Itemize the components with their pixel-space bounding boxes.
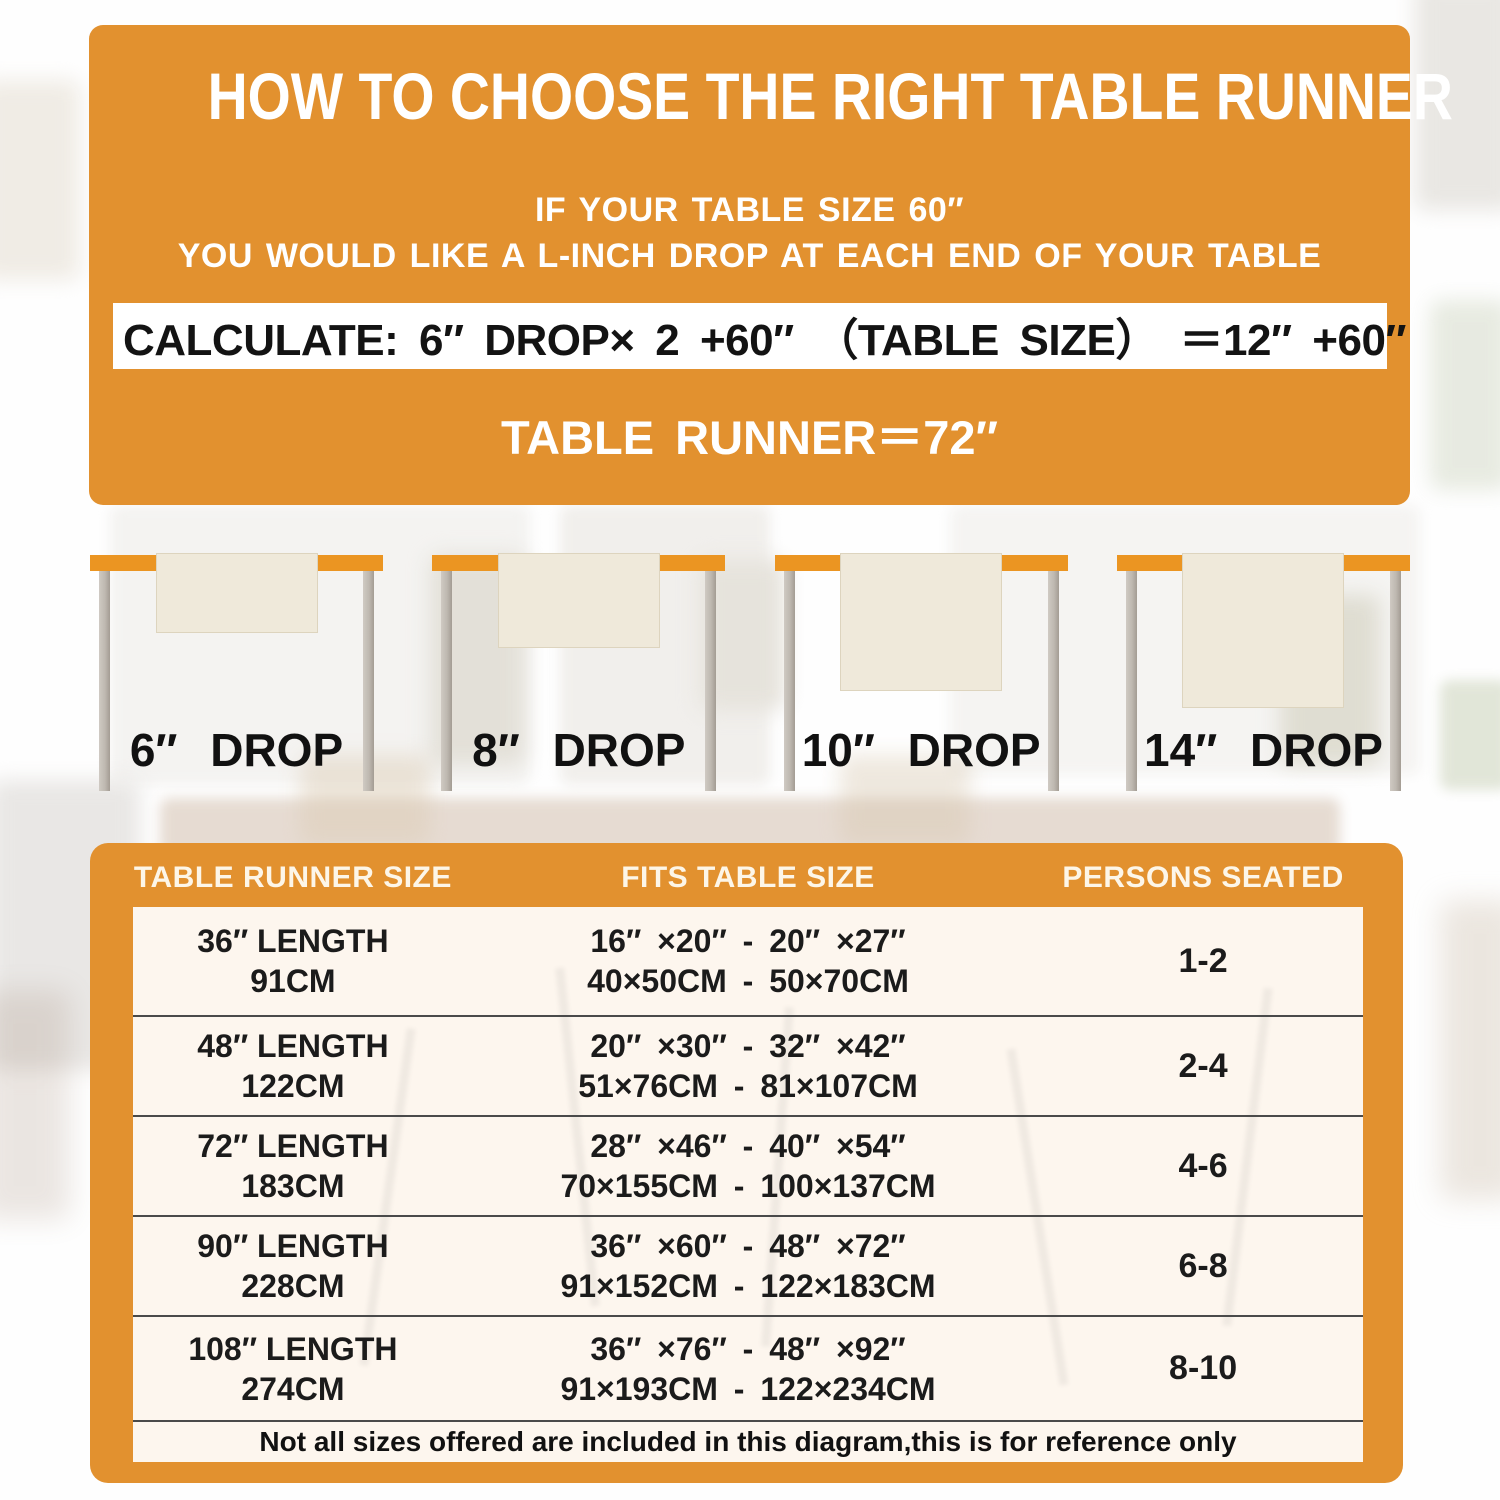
- runner-length-cm: 228CM: [241, 1268, 345, 1304]
- runner-length-inch: 48″ LENGTH: [197, 1028, 389, 1064]
- calculation-result: TABLE RUNNER＝72″: [500, 411, 999, 464]
- table-leg: [783, 571, 795, 791]
- subtitle-line-2: YOU WOULD LIKE A L-INCH DROP AT EACH END…: [177, 237, 1322, 275]
- page-title: HOW TO CHOOSE THE RIGHT TABLE RUNNER: [89, 61, 1453, 131]
- background-blob: [0, 80, 80, 280]
- table-diagram-6in: 6″ DROP: [90, 551, 383, 796]
- subtitle-line-1: IF YOUR TABLE SIZE 60″: [534, 191, 965, 229]
- page-title-text: HOW TO CHOOSE THE RIGHT TABLE RUNNER: [207, 59, 1453, 133]
- table-leg: [705, 571, 717, 791]
- calculation-formula: CALCULATE: 6″ DROP× 2 +60″ （TABLE SIZE） …: [123, 316, 1407, 365]
- calculation-strip: CALCULATE: 6″ DROP× 2 +60″ （TABLE SIZE） …: [113, 303, 1407, 369]
- persons-cell: 2-4: [1178, 1046, 1228, 1085]
- size-chart-header: TABLE RUNNER SIZE FITS TABLE SIZE PERSON…: [133, 855, 1363, 901]
- fits-inch: 36″ ×76″ - 48″ ×92″: [590, 1330, 906, 1367]
- runner-cloth: [155, 553, 318, 633]
- table-diagram-8in: 8″ DROP: [432, 551, 726, 796]
- fits-cm: 40×50CM - 50×70CM: [587, 963, 909, 999]
- drop-diagrams: 6″ DROP 8″ DROP 10″ DROP 14″ DROP: [90, 551, 1410, 796]
- persons-cell: 8-10: [1169, 1349, 1238, 1387]
- runner-cloth: [1182, 553, 1345, 708]
- runner-length-inch: 90″ LENGTH: [197, 1228, 389, 1264]
- table-row: 36″ LENGTH 91CM 16″ ×20″ - 20″ ×27″ 40×5…: [133, 907, 1363, 1017]
- fits-inch: 16″ ×20″ - 20″ ×27″: [590, 923, 906, 959]
- persons-cell: 6-8: [1178, 1246, 1228, 1285]
- background-plant: [1430, 300, 1500, 490]
- background-blob: [1440, 900, 1500, 1200]
- fits-inch: 20″ ×30″ - 32″ ×42″: [590, 1028, 906, 1064]
- runner-length-inch: 72″ LENGTH: [197, 1128, 389, 1164]
- table-leg: [1125, 571, 1137, 791]
- runner-size-cell: 90″ LENGTH 228CM: [133, 1226, 453, 1306]
- fits-cm: 51×76CM - 81×107CM: [578, 1068, 918, 1104]
- fits-cm: 70×155CM - 100×137CM: [560, 1168, 936, 1204]
- persons-cell: 1-2: [1178, 941, 1228, 980]
- persons-cell: 4-6: [1178, 1146, 1228, 1185]
- column-header-persons: PERSONS SEATED: [1062, 861, 1344, 894]
- table-leg: [441, 571, 453, 791]
- drop-label: 10″ DROP: [801, 724, 1041, 776]
- table-leg: [1389, 571, 1401, 791]
- reference-note: Not all sizes offered are included in th…: [259, 1426, 1237, 1457]
- runner-size-cell: 36″ LENGTH 91CM: [133, 921, 453, 1001]
- runner-cloth: [840, 553, 1003, 691]
- table-diagram-14in: 14″ DROP: [1116, 551, 1410, 796]
- fits-inch: 36″ ×60″ - 48″ ×72″: [590, 1228, 906, 1264]
- fits-size-cell: 36″ ×76″ - 48″ ×92″ 91×193CM - 122×234CM: [453, 1329, 1043, 1409]
- runner-length-cm: 122CM: [241, 1068, 345, 1104]
- table-leg: [99, 571, 110, 791]
- table-leg: [363, 571, 374, 791]
- table-leg: [1047, 571, 1059, 791]
- fits-size-cell: 16″ ×20″ - 20″ ×27″ 40×50CM - 50×70CM: [453, 921, 1043, 1001]
- table-row: 48″ LENGTH 122CM 20″ ×30″ - 32″ ×42″ 51×…: [133, 1017, 1363, 1117]
- fits-cm: 91×152CM - 122×183CM: [560, 1268, 936, 1304]
- drop-label: 8″ DROP: [472, 724, 686, 776]
- fits-inch: 28″ ×46″ - 40″ ×54″: [590, 1128, 906, 1164]
- table-row: 108″ LENGTH 274CM 36″ ×76″ - 48″ ×92″ 91…: [133, 1317, 1363, 1422]
- column-header-runner-size: TABLE RUNNER SIZE: [133, 861, 452, 894]
- fits-size-cell: 28″ ×46″ - 40″ ×54″ 70×155CM - 100×137CM: [453, 1126, 1043, 1206]
- background-plant: [1440, 680, 1500, 790]
- runner-size-cell: 72″ LENGTH 183CM: [133, 1126, 453, 1206]
- table-row: 90″ LENGTH 228CM 36″ ×60″ - 48″ ×72″ 91×…: [133, 1217, 1363, 1317]
- runner-size-cell: 108″ LENGTH 274CM: [133, 1329, 453, 1409]
- size-chart-panel: TABLE RUNNER SIZE FITS TABLE SIZE PERSON…: [90, 843, 1403, 1483]
- runner-length-inch: 36″ LENGTH: [197, 923, 389, 959]
- fits-size-cell: 36″ ×60″ - 48″ ×72″ 91×152CM - 122×183CM: [453, 1226, 1043, 1306]
- fits-cm: 91×193CM - 122×234CM: [560, 1370, 936, 1407]
- runner-length-inch: 108″ LENGTH: [188, 1330, 398, 1367]
- background-armchair: [0, 990, 70, 1220]
- table-row: 72″ LENGTH 183CM 28″ ×46″ - 40″ ×54″ 70×…: [133, 1117, 1363, 1217]
- fits-size-cell: 20″ ×30″ - 32″ ×42″ 51×76CM - 81×107CM: [453, 1026, 1043, 1106]
- runner-cloth: [497, 553, 660, 648]
- header-banner: HOW TO CHOOSE THE RIGHT TABLE RUNNER IF …: [89, 25, 1453, 505]
- drop-label: 6″ DROP: [129, 724, 344, 776]
- table-diagram-10in: 10″ DROP: [774, 551, 1068, 796]
- runner-length-cm: 274CM: [241, 1370, 345, 1407]
- runner-size-cell: 48″ LENGTH 122CM: [133, 1026, 453, 1106]
- runner-length-cm: 183CM: [241, 1168, 345, 1204]
- runner-length-cm: 91CM: [250, 963, 336, 999]
- drop-label: 14″ DROP: [1144, 724, 1383, 776]
- size-chart-table: 36″ LENGTH 91CM 16″ ×20″ - 20″ ×27″ 40×5…: [133, 907, 1363, 1462]
- column-header-fits-table: FITS TABLE SIZE: [621, 861, 875, 894]
